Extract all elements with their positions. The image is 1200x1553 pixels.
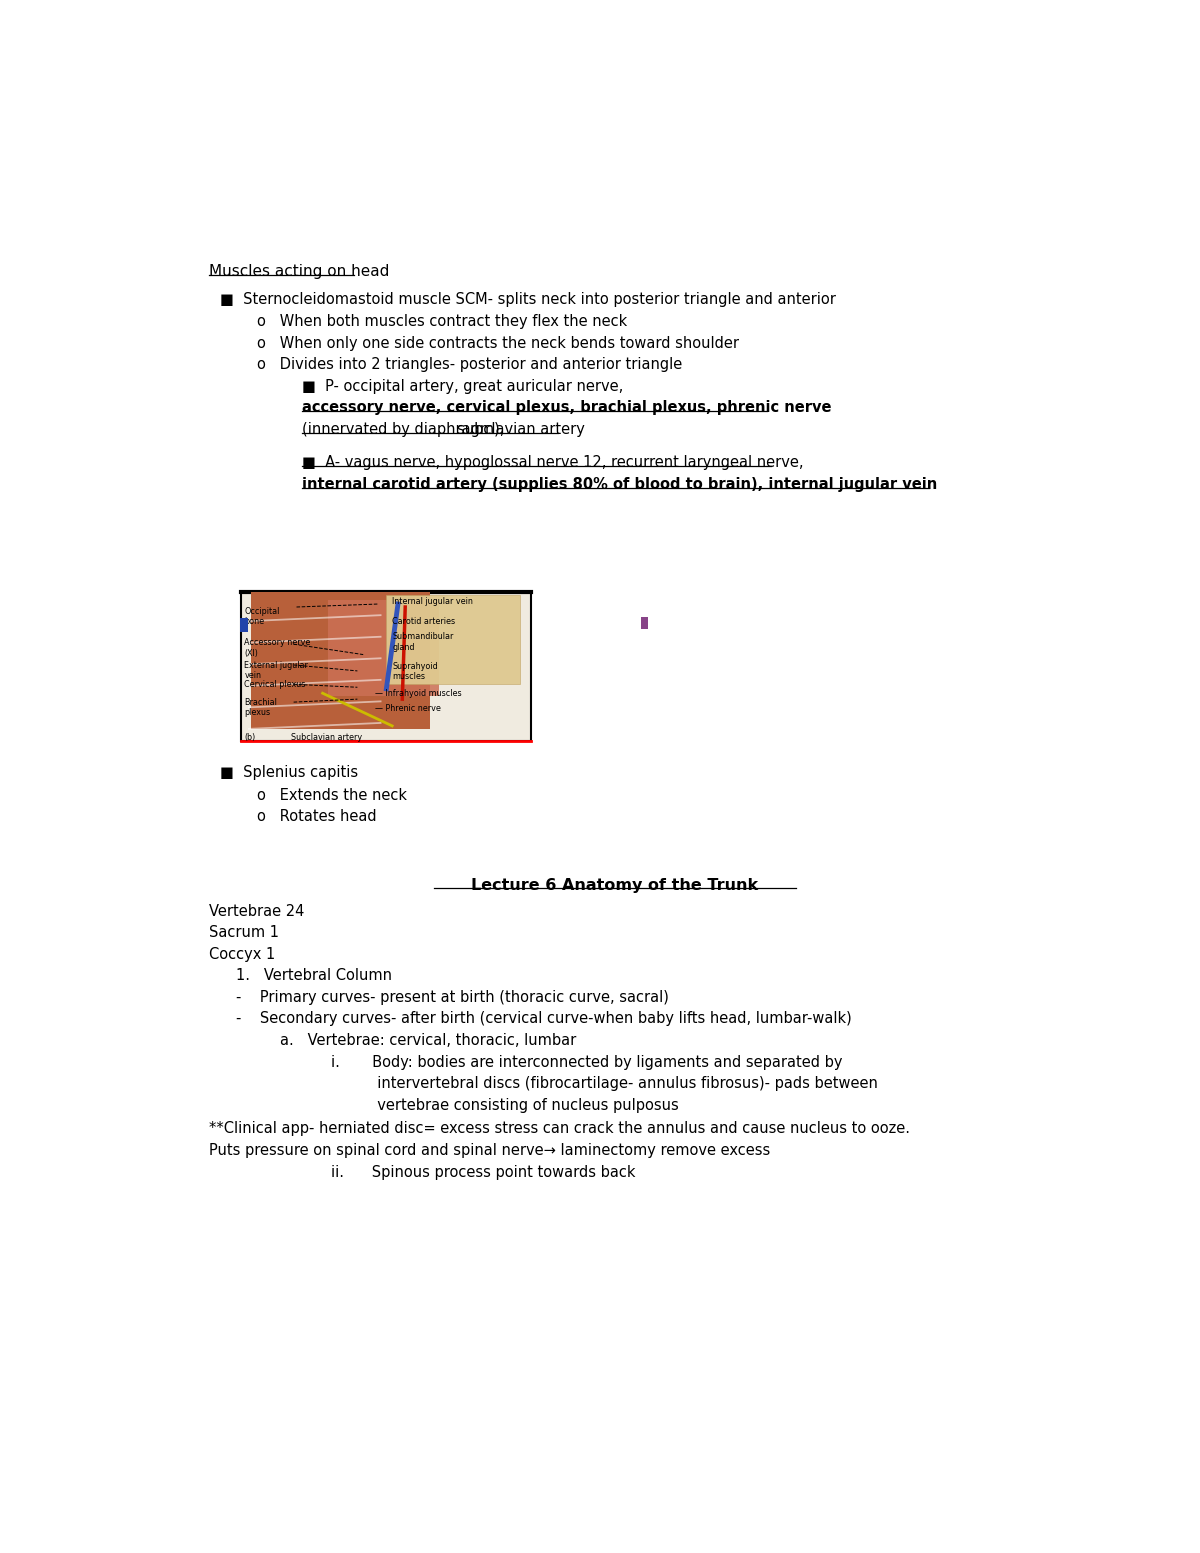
Text: (b): (b) bbox=[245, 733, 256, 742]
Text: ■  A- vagus nerve, hypoglossal nerve 12, recurrent laryngeal nerve,: ■ A- vagus nerve, hypoglossal nerve 12, … bbox=[301, 455, 803, 471]
Text: o   Rotates head: o Rotates head bbox=[257, 809, 377, 825]
Text: Cervical plexus: Cervical plexus bbox=[245, 680, 306, 690]
Text: o   When both muscles contract they flex the neck: o When both muscles contract they flex t… bbox=[257, 314, 628, 329]
Text: — Phrenic nerve: — Phrenic nerve bbox=[374, 704, 440, 713]
Text: accessory nerve, cervical plexus, brachial plexus, phrenic nerve: accessory nerve, cervical plexus, brachi… bbox=[301, 401, 832, 415]
Text: gland: gland bbox=[392, 643, 415, 652]
FancyBboxPatch shape bbox=[386, 595, 520, 685]
Text: Muscles acting on head: Muscles acting on head bbox=[209, 264, 389, 280]
Text: Occipital
bone: Occipital bone bbox=[245, 607, 280, 626]
Text: o   Extends the neck: o Extends the neck bbox=[257, 787, 407, 803]
Text: Puts pressure on spinal cord and spinal nerve→ laminectomy remove excess: Puts pressure on spinal cord and spinal … bbox=[209, 1143, 770, 1159]
Text: Vertebrae 24: Vertebrae 24 bbox=[209, 904, 304, 919]
Text: -    Secondary curves- after birth (cervical curve-when baby lifts head, lumbar-: - Secondary curves- after birth (cervica… bbox=[236, 1011, 852, 1027]
Text: Carotid arteries: Carotid arteries bbox=[392, 618, 455, 626]
Text: Accessory nerve
(XI): Accessory nerve (XI) bbox=[245, 638, 311, 657]
Text: Lecture 6 Anatomy of the Trunk: Lecture 6 Anatomy of the Trunk bbox=[472, 877, 758, 893]
FancyBboxPatch shape bbox=[251, 592, 431, 728]
FancyBboxPatch shape bbox=[329, 599, 438, 696]
FancyBboxPatch shape bbox=[240, 618, 247, 632]
Text: o   When only one side contracts the neck bends toward shoulder: o When only one side contracts the neck … bbox=[257, 335, 739, 351]
Text: Brachial
plexus: Brachial plexus bbox=[245, 697, 277, 717]
Text: intervertebral discs (fibrocartilage- annulus fibrosus)- pads between: intervertebral discs (fibrocartilage- an… bbox=[331, 1076, 878, 1092]
Text: **Clinical app- herniated disc= excess stress can crack the annulus and cause nu: **Clinical app- herniated disc= excess s… bbox=[209, 1121, 910, 1137]
Text: i.       Body: bodies are interconnected by ligaments and separated by: i. Body: bodies are interconnected by li… bbox=[331, 1054, 842, 1070]
Text: ■  Sternocleidomastoid muscle SCM- splits neck into posterior triangle and anter: ■ Sternocleidomastoid muscle SCM- splits… bbox=[220, 292, 835, 306]
Text: vertebrae consisting of nucleus pulposus: vertebrae consisting of nucleus pulposus bbox=[331, 1098, 679, 1112]
Text: ■  Splenius capitis: ■ Splenius capitis bbox=[220, 766, 358, 780]
Text: Internal jugular vein: Internal jugular vein bbox=[392, 596, 473, 606]
Text: ■  P- occipital artery, great auricular nerve,: ■ P- occipital artery, great auricular n… bbox=[301, 379, 628, 394]
FancyBboxPatch shape bbox=[241, 592, 532, 741]
Text: Subclavian artery: Subclavian artery bbox=[290, 733, 362, 742]
Text: (innervated by diaphragm),: (innervated by diaphragm), bbox=[301, 422, 504, 436]
Text: ii.      Spinous process point towards back: ii. Spinous process point towards back bbox=[331, 1165, 636, 1180]
Text: External jugular
vein: External jugular vein bbox=[245, 660, 308, 680]
Text: Suprahyoid: Suprahyoid bbox=[392, 662, 438, 671]
Text: a.   Vertebrae: cervical, thoracic, lumbar: a. Vertebrae: cervical, thoracic, lumbar bbox=[281, 1033, 576, 1048]
Text: o   Divides into 2 triangles- posterior and anterior triangle: o Divides into 2 triangles- posterior an… bbox=[257, 357, 683, 373]
Text: Submandibular: Submandibular bbox=[392, 632, 454, 641]
Text: Coccyx 1: Coccyx 1 bbox=[209, 947, 275, 961]
Text: -    Primary curves- present at birth (thoracic curve, sacral): - Primary curves- present at birth (thor… bbox=[236, 989, 670, 1005]
Text: 1.   Vertebral Column: 1. Vertebral Column bbox=[236, 969, 392, 983]
FancyBboxPatch shape bbox=[641, 617, 648, 629]
Text: Sacrum 1: Sacrum 1 bbox=[209, 926, 278, 941]
Text: internal carotid artery (supplies 80% of blood to brain), internal jugular vein: internal carotid artery (supplies 80% of… bbox=[301, 477, 937, 492]
Text: — Infrahyoid muscles: — Infrahyoid muscles bbox=[374, 688, 462, 697]
Text: subclavian artery: subclavian artery bbox=[457, 422, 584, 436]
Text: muscles: muscles bbox=[392, 672, 425, 682]
